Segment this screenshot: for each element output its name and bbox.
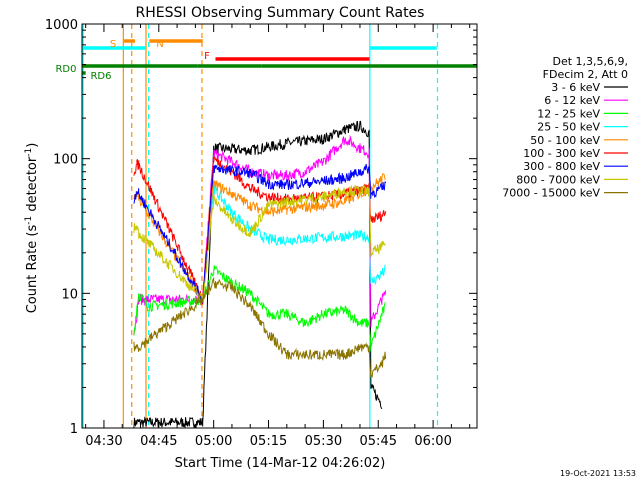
x-tick-label-4: 05:30 bbox=[305, 434, 342, 449]
legend-entry-2: 12 - 25 keV bbox=[537, 107, 600, 120]
axes: 04:30 04:45 05:00 05:15 05:30 05:45 06:00 1 10 10… bbox=[45, 18, 478, 449]
legend-header-0: Det 1,3,5,6,9, bbox=[552, 55, 628, 68]
y-tick-label-1: 10 bbox=[61, 287, 78, 302]
series-line-6 bbox=[133, 163, 387, 304]
y-tick-label-0: 1 bbox=[70, 422, 78, 437]
timestamp: 19-Oct-2021 13:53 bbox=[560, 469, 636, 478]
series-line-1 bbox=[133, 134, 387, 336]
status-label-s: S bbox=[110, 39, 116, 50]
series-line-0 bbox=[133, 120, 383, 428]
x-tick-label-1: 04:45 bbox=[140, 434, 177, 449]
x-axis-label: Start Time (14-Mar-12 04:26:02) bbox=[175, 456, 386, 471]
x-tick-label-3: 05:15 bbox=[250, 434, 287, 449]
status-label-rd0: RD0 bbox=[55, 64, 76, 75]
legend: Det 1,3,5,6,9,FDecim 2, Att 03 - 6 keV6 … bbox=[502, 55, 628, 200]
legend-header-1: FDecim 2, Att 0 bbox=[543, 68, 628, 81]
plot-area: S N F RD0 RD6 bbox=[55, 24, 477, 428]
legend-entry-8: 7000 - 15000 keV bbox=[502, 187, 600, 200]
x-tick-label-2: 05:00 bbox=[195, 434, 232, 449]
x-tick-label-6: 06:00 bbox=[414, 434, 451, 449]
y-axis-label: Count Rate (s-1 detector-1) bbox=[24, 143, 40, 314]
y-tick-label-2: 100 bbox=[53, 153, 78, 168]
legend-entry-7: 800 - 7000 keV bbox=[516, 173, 600, 186]
legend-entry-4: 50 - 100 keV bbox=[530, 134, 600, 147]
legend-entry-6: 300 - 800 keV bbox=[523, 160, 600, 173]
chart-title: RHESSI Observing Summary Count Rates bbox=[136, 5, 425, 21]
plot-frame bbox=[81, 23, 478, 429]
legend-entry-1: 6 - 12 keV bbox=[544, 94, 600, 107]
y-tick-label-3: 1000 bbox=[45, 18, 78, 33]
series-line-8 bbox=[133, 277, 387, 378]
legend-entry-3: 25 - 50 keV bbox=[537, 121, 600, 134]
x-tick-label-0: 04:30 bbox=[85, 434, 122, 449]
series-line-2 bbox=[133, 265, 386, 352]
series-line-7 bbox=[133, 184, 386, 302]
status-label-f: F bbox=[204, 51, 210, 62]
series-line-3 bbox=[202, 184, 386, 303]
legend-entry-0: 3 - 6 keV bbox=[551, 81, 600, 94]
legend-entry-5: 100 - 300 keV bbox=[523, 147, 600, 160]
x-tick-label-5: 05:45 bbox=[360, 434, 397, 449]
status-label-rd6: RD6 bbox=[90, 71, 111, 82]
status-label-n: N bbox=[156, 39, 163, 50]
